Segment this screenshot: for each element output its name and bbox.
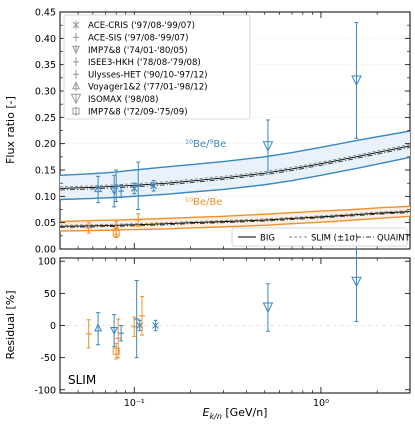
top-ytick-label: 0.45 <box>35 8 56 19</box>
legend-label: ISEE3-HKH ('78/08-'79/08) <box>88 58 201 68</box>
bottom-data-point <box>110 326 119 335</box>
legend-label: Ulysses-HET ('90/10-'97/12) <box>88 70 208 80</box>
top-ytick-label: 0.10 <box>35 192 56 203</box>
legend-marker <box>71 81 81 90</box>
top-data-point <box>150 182 158 190</box>
top-ytick-label: 0.40 <box>35 34 56 45</box>
top-ytick-label: 0.20 <box>35 139 56 150</box>
bottom-data-point <box>152 322 159 329</box>
legend-marker <box>70 93 82 105</box>
xtick-label: 10⁰ <box>313 398 329 409</box>
data-legend: ACE-CRIS ('97/08-'99/07) ACE-SIS ('97/08-… <box>63 14 251 120</box>
legend-quaint: QUAINT <box>377 234 411 244</box>
bottom-ytick-label: 50 <box>44 289 56 300</box>
top-ylabel: Flux ratio [-] <box>4 96 17 164</box>
top-data-point <box>94 184 103 193</box>
curve-quaint-be10-be9 <box>59 146 411 191</box>
top-ytick-label: 0.30 <box>35 87 56 98</box>
model-legend: BIG SLIM (±1σ) QUAINT <box>231 227 411 247</box>
bottom-ytick-label: -100 <box>34 385 56 396</box>
legend-label: ACE-CRIS ('97/08-'99/07) <box>88 21 195 31</box>
legend-label: IMP7&8 ('72/09-'75/09) <box>88 107 188 117</box>
legend-label: Voyager1&2 ('77/01-'98/12) <box>88 83 208 93</box>
curve-upper-be10-be <box>59 205 411 223</box>
curve-quaint-be10-be <box>59 212 411 228</box>
legend-label: ISOMAX ('98/08) <box>88 95 159 105</box>
legend-marker <box>72 21 80 29</box>
xtick-label: 10⁻¹ <box>124 398 145 409</box>
annotation-be10-be9: ¹⁰Be/⁹Be <box>185 139 226 150</box>
legend-slim: SLIM (±1σ) <box>311 234 358 244</box>
top-ytick-label: 0.05 <box>35 218 56 229</box>
legend-marker <box>71 45 81 54</box>
top-data-point <box>351 75 362 87</box>
top-data-point <box>262 141 274 152</box>
model-bands <box>60 131 410 232</box>
model-band-be10-be <box>60 206 410 232</box>
bottom-data-point <box>112 347 120 355</box>
bottom-ytick-label: 100 <box>38 257 56 268</box>
top-ytick-label: 0.35 <box>35 60 56 71</box>
top-ytick-label: 0.25 <box>35 113 56 124</box>
legend-marker <box>72 107 80 115</box>
top-data-point <box>112 229 120 237</box>
bottom-data-point <box>351 276 362 288</box>
slim-panel-label: SLIM <box>68 373 96 387</box>
bottom-data-point <box>94 323 103 332</box>
top-data-point <box>130 185 138 192</box>
top-ytick-label: 0.00 <box>35 245 56 256</box>
bottom-xlabel: Ek/n [GeV/n] <box>203 406 268 421</box>
legend-big: BIG <box>260 234 275 244</box>
legend-label: IMP7&8 ('74/01-'80/05) <box>88 46 188 56</box>
bottom-ytick-label: -50 <box>40 353 56 364</box>
top-ytick-label: 0.15 <box>35 166 56 177</box>
bottom-ytick-label: 0 <box>50 321 56 332</box>
annotation-be10-be: ¹⁰Be/Be <box>185 197 222 208</box>
bottom-ylabel: Residual [%] <box>4 291 17 360</box>
bottom-data-point <box>262 302 274 314</box>
model-band-be10-be9 <box>60 131 410 200</box>
legend-label: ACE-SIS ('97/08-'99/07) <box>88 34 189 44</box>
